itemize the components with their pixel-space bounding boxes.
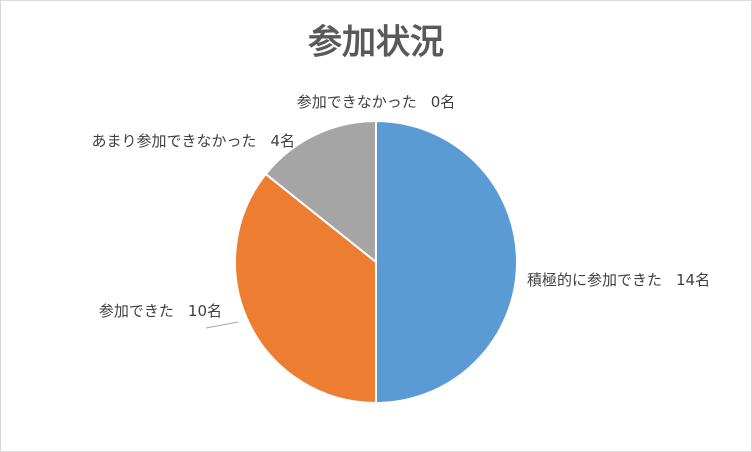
value-label: 4名 <box>270 132 295 150</box>
pie-slice <box>264 119 377 265</box>
category-label: あまり参加できなかった <box>91 132 256 150</box>
chart-title: 参加状況 <box>308 23 444 63</box>
data-label: 参加できなかった 0名 <box>297 93 456 111</box>
category-label: 参加できなかった <box>297 93 417 111</box>
category-label: 参加できた <box>99 302 174 320</box>
data-label: あまり参加できなかった 4名 <box>91 132 295 150</box>
data-label: 参加できた 10名 <box>99 302 222 320</box>
leader-line <box>205 321 239 329</box>
data-label: 積極的に参加できた 14名 <box>527 271 710 289</box>
pie-slice <box>375 119 518 405</box>
pie-slice <box>234 172 377 405</box>
category-label: 積極的に参加できた <box>527 271 662 289</box>
value-label: 10名 <box>188 302 222 320</box>
value-label: 14名 <box>676 271 710 289</box>
value-label: 0名 <box>431 93 456 111</box>
